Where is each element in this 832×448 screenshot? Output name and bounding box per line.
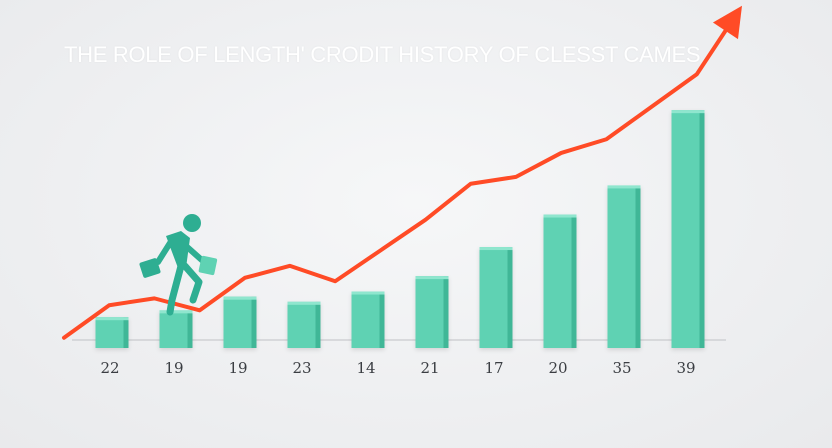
x-tick-label: 19 xyxy=(164,359,183,377)
chart-title: THE ROLE OF LENGTH' CRODIT HISTORY OF CL… xyxy=(64,42,701,67)
x-tick-label: 23 xyxy=(292,359,311,377)
bar-top-5 xyxy=(351,291,385,295)
bar-side-6 xyxy=(443,276,449,348)
x-tick-label: 22 xyxy=(100,359,119,377)
trend-arrow-icon xyxy=(712,5,742,40)
bar-top-3 xyxy=(223,296,257,300)
bar-side-2 xyxy=(187,310,193,348)
bar-side-9 xyxy=(635,185,641,348)
bar-8 xyxy=(543,214,577,348)
trend-line xyxy=(62,22,732,340)
bar-top-8 xyxy=(543,214,577,218)
x-tick-label: 17 xyxy=(484,359,503,377)
bars-group xyxy=(95,110,705,349)
bar-10 xyxy=(671,110,705,349)
bar-side-8 xyxy=(571,214,577,348)
bar-1 xyxy=(95,317,129,348)
bar-4 xyxy=(287,301,321,348)
bar-7 xyxy=(479,247,513,348)
climbing-person-icon xyxy=(139,214,218,316)
bar-6 xyxy=(415,276,449,348)
x-tick-label: 20 xyxy=(548,359,567,377)
bar-2 xyxy=(159,310,193,348)
x-tick-label: 14 xyxy=(356,359,375,377)
bar-top-2 xyxy=(159,310,193,314)
bar-side-5 xyxy=(379,291,385,348)
bar-top-4 xyxy=(287,301,321,305)
bar-face-10 xyxy=(671,110,700,349)
bar-face-2 xyxy=(159,310,188,348)
bar-side-7 xyxy=(507,247,513,348)
x-tick-label: 19 xyxy=(228,359,247,377)
bar-face-5 xyxy=(351,291,380,348)
bar-top-9 xyxy=(607,185,641,189)
bar-face-8 xyxy=(543,214,572,348)
x-tick-label: 39 xyxy=(676,359,695,377)
bar-3 xyxy=(223,296,257,348)
bar-side-10 xyxy=(699,110,705,349)
bar-face-3 xyxy=(223,296,252,348)
bar-side-1 xyxy=(123,317,129,348)
bar-9 xyxy=(607,185,641,348)
trend-line-group xyxy=(62,5,742,340)
bar-top-10 xyxy=(671,110,705,114)
x-tick-label: 21 xyxy=(420,359,439,377)
bar-top-1 xyxy=(95,317,129,321)
x-tick-label: 35 xyxy=(612,359,631,377)
bar-face-6 xyxy=(415,276,444,348)
bar-face-4 xyxy=(287,301,316,348)
bar-face-9 xyxy=(607,185,636,348)
bar-face-1 xyxy=(95,317,124,348)
bar-top-7 xyxy=(479,247,513,251)
bar-face-7 xyxy=(479,247,508,348)
bar-5 xyxy=(351,291,385,348)
bar-top-6 xyxy=(415,276,449,280)
bar-side-3 xyxy=(251,296,257,348)
x-tick-labels: 22 19 19 23 14 21 17 20 35 39 xyxy=(100,359,695,377)
bar-side-4 xyxy=(315,301,321,348)
